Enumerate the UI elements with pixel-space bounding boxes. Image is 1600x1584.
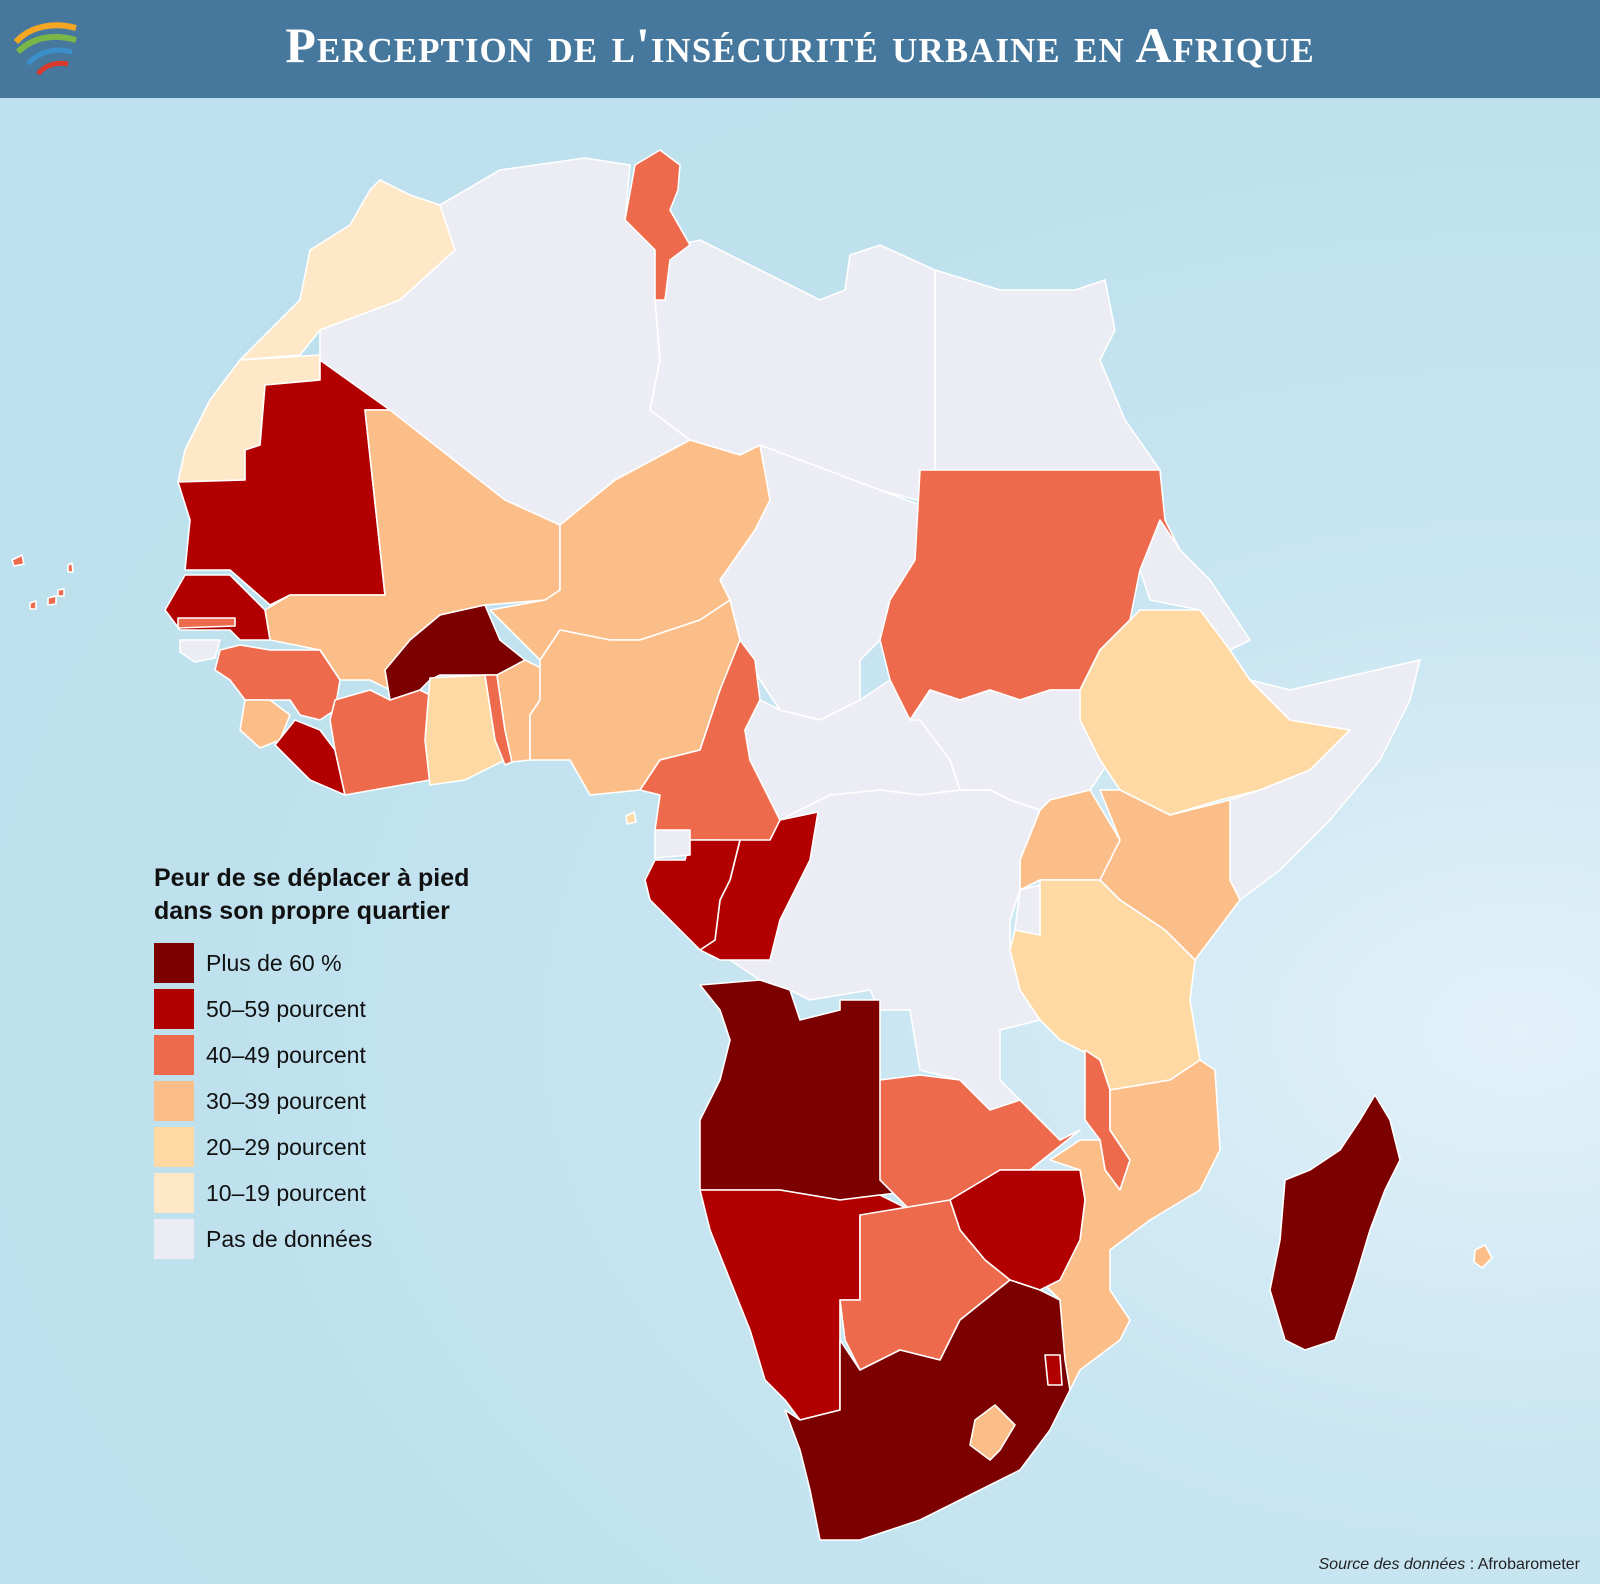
page-title: Perception de l'insécurité urbaine en Af…: [285, 17, 1315, 73]
legend-label: 10–19 pourcent: [206, 1179, 366, 1206]
region-guinea-bissau[interactable]: [179, 639, 221, 663]
legend-item: 50–59 pourcent: [154, 986, 554, 1032]
region-sao-tome[interactable]: [625, 811, 637, 825]
legend-swatch: [154, 1081, 194, 1121]
legend-swatch: [154, 1127, 194, 1167]
legend-item: 20–29 pourcent: [154, 1124, 554, 1170]
legend-label: 20–29 pourcent: [206, 1133, 366, 1160]
region-gabon[interactable]: [644, 839, 741, 951]
legend-swatch: [154, 1219, 194, 1259]
region-libya[interactable]: [649, 239, 936, 506]
legend-label: 50–59 pourcent: [206, 995, 366, 1022]
region-lesotho[interactable]: [969, 1404, 1016, 1461]
region-eswatini[interactable]: [1044, 1354, 1063, 1386]
region-gambia[interactable]: [177, 617, 236, 629]
region-ivory-coast[interactable]: [329, 689, 441, 796]
region-tunisia[interactable]: [624, 149, 691, 301]
region-zambia[interactable]: [879, 1074, 1081, 1211]
legend-item: Plus de 60 %: [154, 940, 554, 986]
legend-item: 10–19 pourcent: [154, 1170, 554, 1216]
legend-item: 30–39 pourcent: [154, 1078, 554, 1124]
region-mauritania[interactable]: [177, 359, 391, 606]
source-note: Source des données : Afrobarometer: [1319, 1556, 1581, 1574]
region-eq-guinea[interactable]: [654, 829, 691, 859]
africa-logo-icon: [13, 22, 77, 76]
region-ethiopia[interactable]: [1079, 609, 1351, 816]
legend-swatch: [154, 1173, 194, 1213]
legend-item: Pas de données: [154, 1216, 554, 1262]
region-egypt[interactable]: [934, 269, 1161, 471]
legend-label: 30–39 pourcent: [206, 1087, 366, 1114]
source-separator: :: [1465, 1556, 1478, 1573]
legend-label: Plus de 60 %: [206, 949, 342, 976]
legend-label: 40–49 pourcent: [206, 1041, 366, 1068]
source-prefix: Source des données: [1318, 1556, 1466, 1573]
source-value: Afrobarometer: [1477, 1556, 1580, 1573]
legend-title: Peur de se déplacer à pied dans son prop…: [154, 864, 470, 925]
region-madagascar[interactable]: [1269, 1094, 1401, 1351]
legend-swatch: [154, 1035, 194, 1075]
header-bar: Perception de l'insécurité urbaine en Af…: [0, 0, 1600, 98]
legend-swatch: [154, 989, 194, 1029]
region-south-africa[interactable]: [784, 1279, 1071, 1541]
legend-swatch: [154, 943, 194, 983]
region-mauritius[interactable]: [1473, 1244, 1493, 1269]
map-legend: Peur de se déplacer à pied dans son prop…: [154, 862, 554, 1262]
legend-label: Pas de données: [206, 1225, 373, 1252]
region-guinea[interactable]: [214, 644, 341, 721]
legend-item: 40–49 pourcent: [154, 1032, 554, 1078]
region-cabo-verde[interactable]: [11, 554, 74, 610]
